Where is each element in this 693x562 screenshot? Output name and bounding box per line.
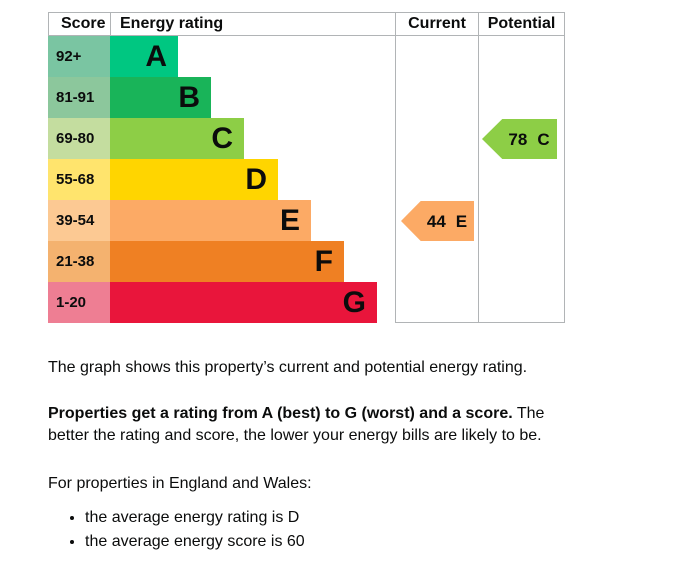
header-energy-rating: Energy rating (110, 13, 395, 35)
header-current: Current (395, 13, 478, 35)
epc-rating-chart: Score Energy rating Current Potential 92… (48, 12, 565, 323)
potential-column: 78 C (478, 36, 565, 323)
band-row-a: 92+ A (48, 36, 565, 77)
intro-paragraph: The graph shows this property’s current … (48, 359, 528, 376)
rating-explainer-paragraph: Properties get a rating from A (best) to… (48, 403, 575, 447)
band-rows: 92+ A 81-91 B 69-80 C 55-68 D 39-54 E 21-38 F 1-20 G (48, 36, 565, 323)
rating-explainer-bold: Properties get a rating from A (best) to… (48, 405, 513, 422)
band-bar-e: E (110, 200, 311, 241)
band-row-c: 69-80 C (48, 118, 565, 159)
band-bar-c: C (110, 118, 244, 159)
region-paragraph: For properties in England and Wales: (48, 475, 312, 492)
band-score-range: 69-80 (48, 118, 110, 159)
band-bar-d: D (110, 159, 278, 200)
band-letter: B (178, 80, 200, 114)
rating-explainer-rest: The better the rating and score, the low… (48, 405, 545, 444)
list-item-average-rating: the average energy rating is D (85, 507, 575, 529)
current-score: 44 (426, 211, 446, 231)
band-row-d: 55-68 D (48, 159, 565, 200)
potential-letter: C (537, 129, 550, 149)
band-score-range: 81-91 (48, 77, 110, 118)
description-section: The graph shows this property’s current … (48, 357, 575, 555)
band-score-range: 55-68 (48, 159, 110, 200)
band-letter: C (211, 121, 233, 155)
band-bar-a: A (110, 36, 178, 77)
list-item-average-score: the average energy score is 60 (85, 531, 575, 553)
potential-score: 78 (508, 129, 528, 149)
current-letter: E (455, 211, 468, 231)
header-score: Score (48, 13, 110, 35)
band-score-range: 92+ (48, 36, 110, 77)
band-score-range: 39-54 (48, 200, 110, 241)
band-letter: E (279, 203, 300, 237)
band-row-b: 81-91 B (48, 77, 565, 118)
band-letter: D (245, 162, 267, 196)
averages-list: the average energy rating is D the avera… (48, 507, 575, 553)
band-letter: A (145, 39, 167, 73)
band-letter: G (342, 285, 366, 319)
epc-header-row: Score Energy rating Current Potential (48, 12, 565, 36)
band-bar-b: B (110, 77, 211, 118)
band-score-range: 1-20 (48, 282, 110, 323)
epc-body: 92+ A 81-91 B 69-80 C 55-68 D 39-54 E 21-38 F 1-20 G … (48, 36, 565, 323)
band-score-range: 21-38 (48, 241, 110, 282)
band-row-f: 21-38 F (48, 241, 565, 282)
current-column: 44 E (395, 36, 478, 323)
current-rating-marker: 44 E (401, 201, 474, 241)
band-bar-f: F (110, 241, 344, 282)
band-bar-g: G (110, 282, 377, 323)
band-row-e: 39-54 E (48, 200, 565, 241)
band-row-g: 1-20 G (48, 282, 565, 323)
potential-rating-marker: 78 C (482, 119, 557, 159)
band-letter: F (314, 244, 333, 278)
header-potential: Potential (478, 13, 565, 35)
